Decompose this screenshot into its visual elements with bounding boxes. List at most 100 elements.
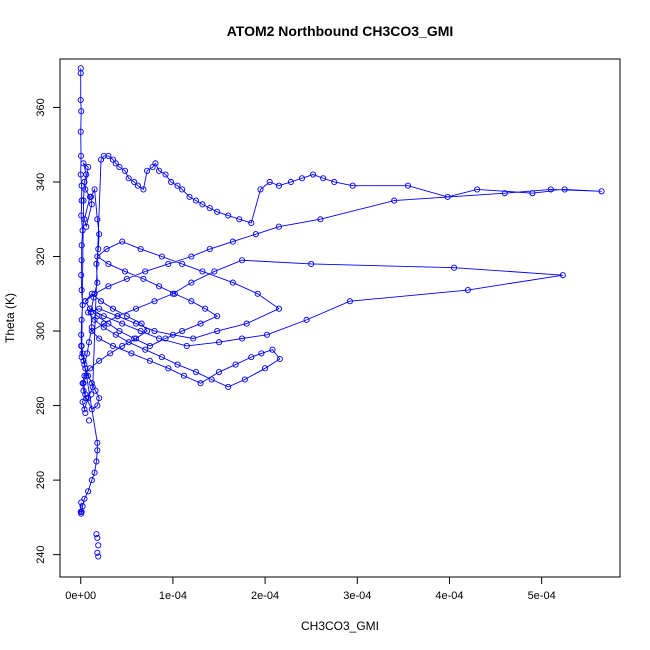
data-point: [77, 70, 84, 77]
y-tick-label: 260: [35, 471, 47, 489]
data-point: [263, 331, 271, 338]
data-point: [82, 365, 89, 372]
data-point: [132, 335, 140, 342]
data-point: [78, 331, 85, 338]
series-line: [80, 68, 602, 514]
data-point: [88, 290, 95, 297]
data-point: [156, 167, 163, 174]
data-point: [331, 178, 338, 186]
data-point: [125, 339, 132, 346]
data-point: [85, 309, 92, 316]
data-point: [158, 253, 165, 260]
data-point: [131, 335, 138, 342]
data-point: [100, 324, 107, 331]
data-point: [96, 357, 103, 364]
data-point: [169, 290, 176, 297]
data-point: [179, 186, 186, 193]
y-tick-label: 300: [35, 322, 47, 340]
data-point: [119, 342, 126, 350]
data-point: [91, 469, 98, 476]
data-point: [94, 216, 101, 223]
data-point: [229, 238, 236, 245]
data-point: [90, 294, 97, 301]
data-point: [144, 167, 151, 174]
data-point: [206, 205, 213, 212]
data-point: [598, 188, 605, 195]
data-point: [94, 534, 101, 541]
data-point: [85, 372, 92, 379]
data-point: [93, 458, 100, 465]
data-point: [275, 182, 282, 189]
data-point: [88, 406, 95, 413]
data-point: [317, 216, 324, 223]
data-point: [254, 290, 261, 297]
x-tick-label: 3e-04: [343, 590, 371, 602]
data-point: [83, 223, 90, 230]
plot-area: [77, 65, 605, 560]
data-point: [140, 186, 147, 193]
data-point: [85, 339, 93, 346]
data-point: [94, 253, 101, 260]
data-point: [474, 186, 481, 193]
data-point: [151, 327, 158, 335]
chart-title: ATOM2 Northbound CH3CO3_GMI: [227, 23, 454, 39]
data-point: [92, 387, 99, 394]
plot-frame: [59, 58, 621, 578]
data-point: [151, 298, 158, 305]
data-point: [85, 395, 92, 402]
data-point: [140, 275, 147, 282]
data-point: [206, 246, 213, 253]
data-point: [88, 327, 95, 335]
data-point: [464, 286, 471, 294]
data-point: [211, 268, 218, 275]
data-point: [257, 186, 264, 193]
data-point: [93, 531, 100, 538]
data-point: [87, 193, 94, 200]
data-point: [162, 171, 169, 178]
data-point: [451, 264, 458, 271]
data-point: [94, 447, 101, 454]
data-point: [132, 305, 140, 312]
data-point: [78, 316, 85, 323]
data-point: [215, 368, 223, 376]
data-point: [252, 231, 259, 238]
data-point: [83, 395, 90, 402]
data-point: [82, 298, 89, 305]
data-point: [131, 178, 138, 186]
data-point: [81, 178, 88, 186]
data-point: [404, 182, 412, 189]
data-point: [84, 350, 91, 357]
data-point: [303, 316, 310, 323]
data-point: [236, 216, 243, 223]
data-point: [232, 361, 239, 368]
data-point: [156, 283, 163, 290]
data-point: [239, 257, 246, 264]
data-point: [174, 182, 181, 189]
y-axis-label: Theta (K): [3, 293, 17, 343]
data-point: [88, 477, 95, 484]
data-point: [144, 327, 151, 335]
data-point: [561, 186, 568, 193]
x-tick-label: 4e-04: [435, 590, 463, 602]
data-point: [225, 212, 232, 219]
x-tick-label: 5e-04: [528, 590, 556, 602]
data-point: [123, 313, 130, 320]
data-point: [105, 283, 112, 290]
data-point: [309, 171, 317, 178]
data-point: [168, 178, 175, 186]
data-point: [78, 197, 85, 204]
data-point: [275, 223, 282, 230]
data-point: [81, 216, 88, 223]
data-point: [85, 488, 92, 495]
data-point: [119, 320, 126, 327]
data-point: [96, 335, 103, 342]
data-point: [82, 186, 89, 193]
data-point: [225, 383, 232, 390]
data-point: [80, 387, 87, 394]
x-axis: 0e+00 1e-04 2e-04 3e-04 4e-04 5e-04: [65, 577, 556, 602]
data-point: [112, 160, 119, 167]
data-point: [146, 357, 153, 364]
data-point: [179, 327, 186, 335]
data-point: [123, 275, 130, 282]
data-point: [197, 380, 204, 387]
